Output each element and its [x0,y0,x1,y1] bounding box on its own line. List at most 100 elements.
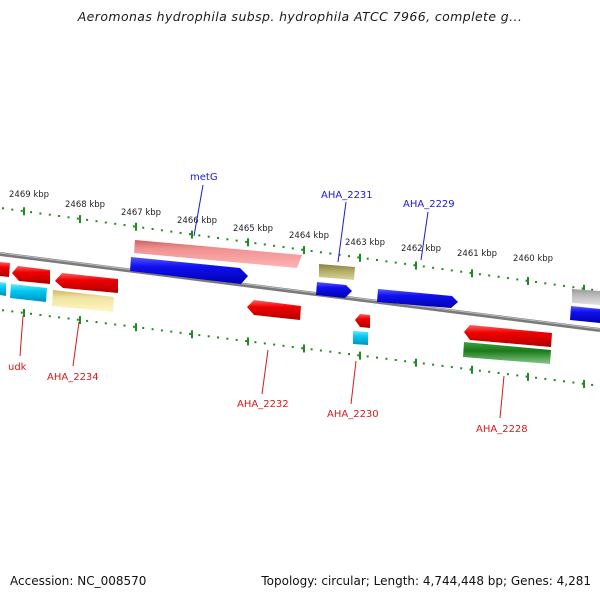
inner-ruler-dot [581,382,584,385]
outer-ruler-dot [273,244,276,247]
outer-ruler-dot [441,268,444,271]
outer-ruler-dot [329,252,332,255]
outer-ruler-dot [198,234,201,237]
outer-ruler-dot [160,229,163,232]
gene-yellow-left[interactable] [52,290,114,312]
gene-label-AHA_2229[interactable]: AHA_2229 [403,199,455,210]
outer-ruler-dot [263,243,266,246]
gene-label-AHA_2228[interactable]: AHA_2228 [476,424,528,435]
inner-ruler-dot [104,322,107,325]
inner-ruler-dot [30,312,32,315]
outer-ruler-dot [254,242,257,245]
inner-ruler-dot [76,318,79,321]
inner-ruler-dot [310,348,313,351]
tick-label-2460: 2460 kbp [513,254,553,264]
inner-ruler-dot [67,317,70,320]
gene-blue-right[interactable] [570,306,600,323]
outer-ruler-dot [581,287,584,290]
outer-ruler-dot [319,251,322,254]
inner-ruler-dot [422,362,425,365]
outer-ruler-dot [301,248,304,251]
gene-AHA_2228[interactable] [464,325,552,347]
tick-label-2469: 2469 kbp [9,190,49,200]
map-title: Aeromonas hydrophila subsp. hydrophila A… [77,9,523,24]
gene-label-AHA_2231[interactable]: AHA_2231 [321,190,373,201]
inner-ruler-dot [254,341,257,344]
gene-AHA_2231b[interactable] [316,282,352,298]
outer-ruler-dot [366,257,369,260]
inner-ruler-dot [2,309,4,312]
outer-ruler-dot [123,224,126,227]
tick-label-2468: 2468 kbp [65,200,105,210]
gene-AHA_2231[interactable] [319,264,355,280]
gene-AHA_2234-fwd[interactable] [55,273,118,293]
gene-label-metG[interactable]: metG [190,172,218,183]
inner-ruler-dot [142,327,145,329]
inner-ruler-dot [189,332,191,335]
leader-AHA_2231 [337,201,347,263]
leader-AHA_2230 [350,360,357,405]
outer-ruler-dot [422,265,425,268]
inner-ruler-dot [114,323,117,326]
gene-cyan-left2[interactable] [10,284,47,302]
gene-metG-upstream[interactable] [134,240,302,268]
outer-ruler-dot [114,222,117,225]
outer-ruler-dot [291,247,294,250]
topology-label: Topology: circular; Length: 4,744,448 bp… [261,574,591,588]
inner-ruler-dot [235,338,238,341]
tick-labels: 2469 kbp 2468 kbp 2467 kbp 2466 kbp 2465… [9,190,553,264]
tick-label-2465: 2465 kbp [233,224,273,234]
outer-ruler-dot [506,277,509,280]
outer-ruler-dot [525,279,528,282]
inner-ruler-dot [553,379,556,382]
gene-AHA_2235[interactable] [12,266,50,284]
gene-AHA_2232[interactable] [247,300,301,320]
inner-ruler-dot [404,360,407,363]
inner-ruler-dot [460,367,463,370]
gene-label-AHA_2230[interactable]: AHA_2230 [327,409,379,420]
inner-ruler-dot [86,319,89,322]
tick-label-2463: 2463 kbp [345,238,385,248]
tick-label-2461: 2461 kbp [457,249,497,259]
gene-labels: metG AHA_2231 AHA_2229 udk AHA_2234 AHA_… [8,172,528,435]
backbone-highlight [0,252,600,330]
inner-ruler-dot [450,366,453,369]
inner-ruler-dot [58,316,61,319]
gene-label-AHA_2234[interactable]: AHA_2234 [47,372,99,383]
reverse-features [247,300,552,364]
outer-ruler-dot [86,218,89,221]
inner-ruler-dot [497,372,500,374]
leader-udk [19,315,24,357]
inner-ruler-dot [198,334,201,337]
inner-ruler-dot [291,346,294,348]
gene-label-AHA_2232[interactable]: AHA_2232 [237,399,289,410]
label-leaders [19,184,505,419]
gene-gray-right[interactable] [572,289,600,305]
outer-ruler-dot [572,286,575,289]
gene-metG[interactable] [130,257,248,284]
outer-ruler-dot [226,238,229,241]
gene-AHA_2228-green[interactable] [463,342,551,364]
gene-AHA_2230[interactable] [355,314,370,328]
inner-ruler-dot [469,368,472,371]
gene-AHA_2230-cyan[interactable] [353,331,368,345]
inner-ruler-dot [160,329,163,332]
inner-ruler-dot [48,315,51,318]
gene-cyan-left1[interactable] [0,282,6,296]
tick-label-2467: 2467 kbp [121,208,161,218]
inner-ruler-dot [572,381,575,384]
accession-label: Accession: NC_008570 [10,574,147,588]
outer-ruler-dot [30,211,32,214]
outer-ruler-dot [357,256,360,259]
outer-ruler-dot [282,246,285,249]
gene-udk-left[interactable] [0,262,10,277]
inner-ruler-dot [319,349,322,352]
gene-AHA_2229[interactable] [377,289,458,308]
outer-ruler-dot [544,282,547,285]
gene-label-udk[interactable]: udk [8,362,27,373]
outer-ruler-dot [235,239,238,242]
inner-ruler-dot [301,347,304,350]
inner-ruler-dot [357,354,360,357]
inner-ruler-dot [170,330,173,333]
